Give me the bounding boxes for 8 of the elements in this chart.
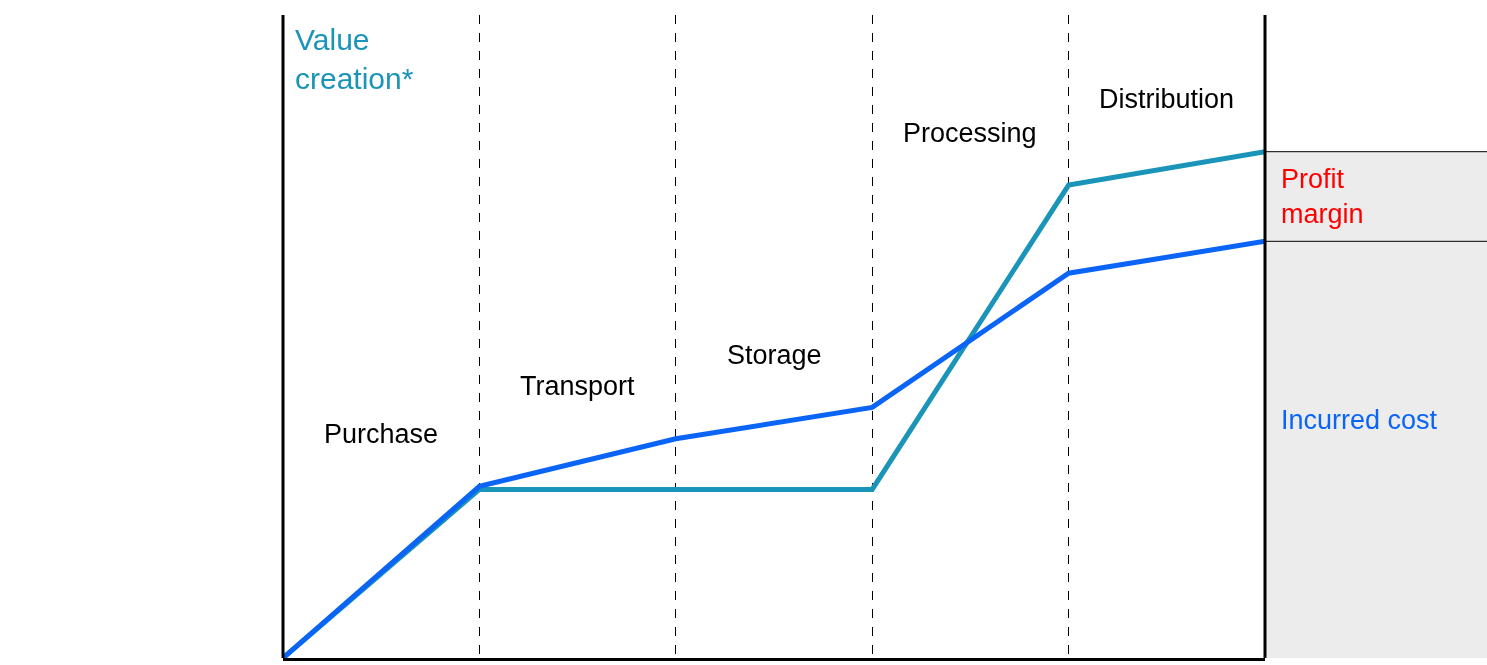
text: Incurred cost bbox=[1281, 405, 1438, 435]
text: Value creation* bbox=[295, 23, 414, 95]
text: Profit margin bbox=[1281, 164, 1364, 230]
annotation: Purchase bbox=[324, 419, 439, 449]
annotation: Transport bbox=[520, 371, 636, 401]
text: Processing bbox=[903, 118, 1037, 148]
text: Distribution bbox=[1099, 84, 1235, 114]
annotation: Storage bbox=[727, 340, 822, 370]
